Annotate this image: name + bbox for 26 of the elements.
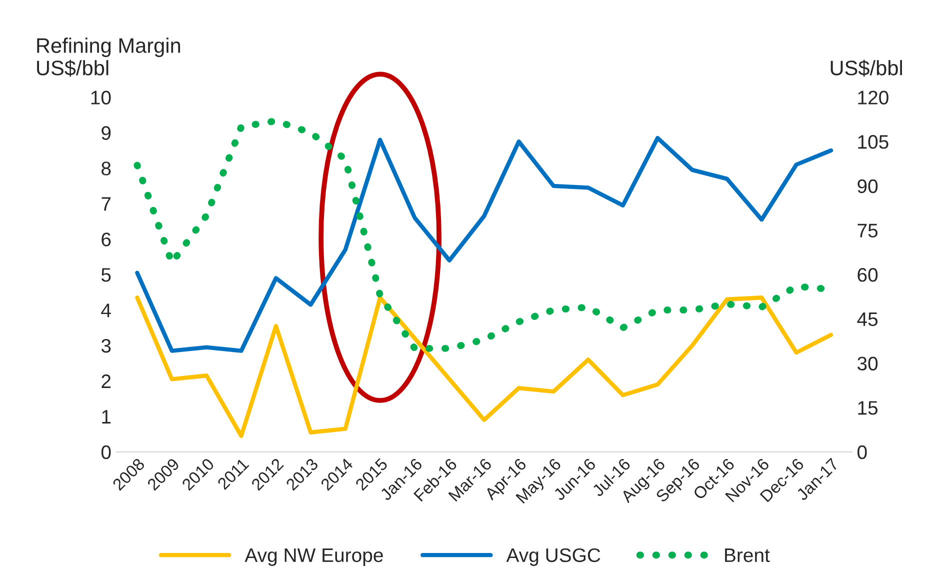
- y-tick-label: 10: [91, 90, 111, 104]
- legend-label: Avg NW Europe: [244, 548, 383, 566]
- y2-axis-title: US$/bbl: [830, 60, 902, 77]
- y-tick-label: 2: [102, 374, 111, 388]
- y2-tick-label: 90: [858, 179, 878, 194]
- y2-tick-label: 60: [858, 268, 878, 282]
- y2-tick-label: 15: [858, 401, 878, 415]
- y-tick-label: 6: [102, 232, 111, 246]
- y2-tick-label: 0: [857, 445, 867, 460]
- y-tick-label: 4: [101, 304, 111, 318]
- y-tick-label: 0: [101, 445, 111, 460]
- y-tick-label: 8: [102, 162, 111, 176]
- y2-tick-label: 45: [857, 312, 878, 326]
- y-tick-label: 9: [102, 126, 111, 140]
- y-tick-label: 1: [102, 410, 111, 424]
- line-series: [135, 296, 834, 438]
- y-tick-label: 5: [101, 268, 111, 282]
- legend-label: Avg USGC: [506, 548, 600, 566]
- y-tick-label: 7: [102, 197, 111, 211]
- y2-tick-label: 105: [858, 135, 888, 149]
- y2-tick-label: 75: [858, 224, 878, 238]
- y-axis-title: Refining Margin US$/bbl: [37, 38, 180, 77]
- y-tick-label: 3: [101, 338, 111, 353]
- y2-tick-label: 120: [858, 90, 888, 104]
- legend-label: Brent: [725, 548, 770, 562]
- y2-tick-label: 30: [857, 356, 878, 370]
